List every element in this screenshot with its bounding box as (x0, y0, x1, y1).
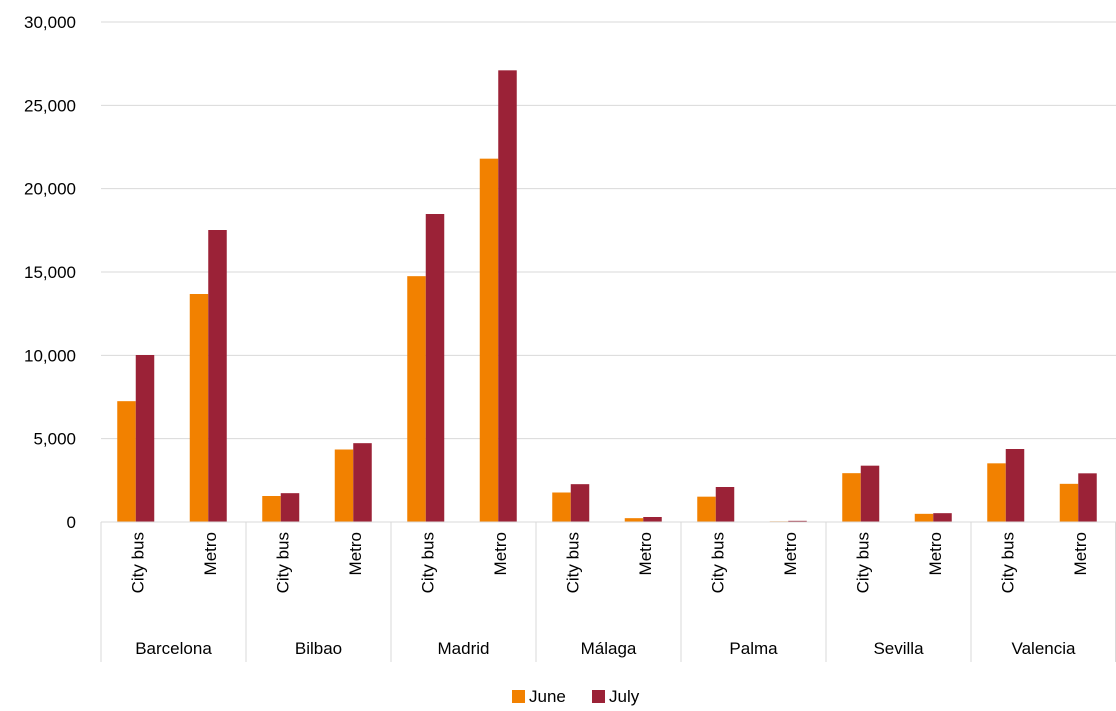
group-label-valencia: Valencia (1012, 639, 1076, 658)
bar-june (697, 496, 716, 522)
x-tick-label-valencia-metro: Metro (1071, 532, 1090, 575)
group-label-malaga: Málaga (581, 639, 637, 658)
x-tick-label-sevilla-city-bus: City bus (853, 532, 872, 593)
bar-july (570, 484, 590, 522)
bar-july (860, 465, 880, 522)
bar-july (643, 517, 662, 522)
x-tick-label-sevilla-metro: Metro (926, 532, 945, 575)
x-tick-label-barcelona-metro: Metro (201, 532, 220, 575)
x-tick-label-madrid-city-bus: City bus (418, 532, 437, 593)
y-tick-label: 5,000 (33, 430, 76, 449)
bar-july (135, 355, 155, 522)
bar-july (498, 70, 517, 522)
bar-july (353, 443, 372, 522)
x-tick-label-palma-metro: Metro (781, 532, 800, 575)
x-tick-label-malaga-metro: Metro (636, 532, 655, 575)
y-tick-label: 20,000 (24, 180, 76, 199)
bar-july (788, 520, 807, 522)
y-tick-label: 30,000 (24, 13, 76, 32)
bar-july (933, 513, 952, 522)
bar-july (715, 487, 735, 522)
legend-label-june: June (529, 687, 566, 706)
legend-label-july: July (609, 687, 640, 706)
bars (117, 70, 1097, 523)
bar-june (117, 401, 136, 522)
bar-july (280, 493, 300, 522)
bar-july (208, 230, 227, 522)
group-label-bilbao: Bilbao (295, 639, 342, 658)
group-label-madrid: Madrid (438, 639, 490, 658)
bar-june (914, 513, 934, 522)
bar-june (262, 496, 281, 522)
group-label-barcelona: Barcelona (135, 639, 212, 658)
legend-swatch-june (512, 690, 525, 703)
y-axis-ticks: 0 5,000 10,000 15,000 20,000 25,000 30,000 (24, 13, 76, 532)
y-tick-label: 25,000 (24, 96, 76, 115)
bar-june (624, 518, 644, 522)
bar-june (1059, 483, 1079, 522)
x-tick-label-malaga-city-bus: City bus (563, 532, 582, 593)
x-tick-label-bilbao-city-bus: City bus (273, 532, 292, 593)
y-tick-label: 0 (67, 513, 76, 532)
bar-july (425, 214, 445, 522)
bar-june (552, 492, 571, 522)
bar-june (189, 294, 209, 522)
bar-june (987, 463, 1006, 522)
bar-june (407, 276, 426, 522)
group-label-sevilla: Sevilla (873, 639, 924, 658)
legend-swatch-july (592, 690, 605, 703)
legend: June July (512, 687, 640, 706)
x-tick-label-barcelona-city-bus: City bus (128, 532, 147, 593)
group-label-palma: Palma (729, 639, 778, 658)
bar-july (1078, 473, 1097, 522)
bar-june (842, 473, 861, 522)
x-tick-label-valencia-city-bus: City bus (998, 532, 1017, 593)
x-tick-label-palma-city-bus: City bus (708, 532, 727, 593)
bar-june (334, 449, 354, 522)
y-tick-label: 15,000 (24, 263, 76, 282)
y-tick-label: 10,000 (24, 346, 76, 365)
x-axis-categories: City bus Metro Barcelona City bus Metro Bilba… (100, 522, 1116, 662)
x-tick-label-bilbao-metro: Metro (346, 532, 365, 575)
bar-july (1005, 449, 1025, 522)
x-tick-label-madrid-metro: Metro (491, 532, 510, 575)
bar-june (479, 158, 499, 523)
gridlines (101, 21, 1116, 440)
